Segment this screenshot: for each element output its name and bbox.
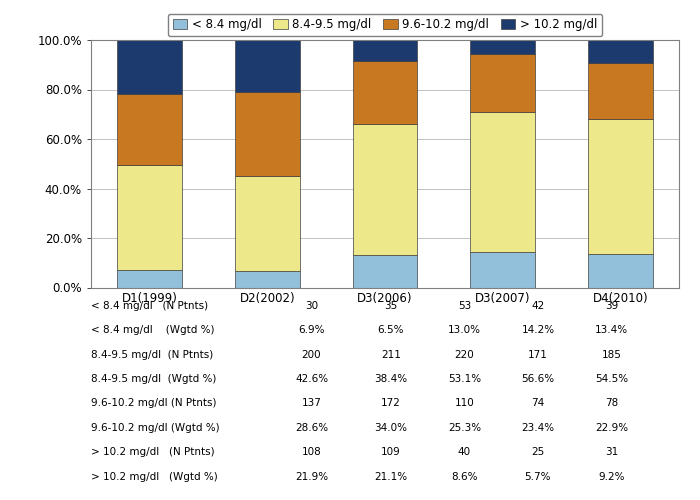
Text: 25: 25: [531, 447, 545, 457]
Text: 53: 53: [458, 301, 471, 311]
Bar: [235, 176, 300, 272]
Text: 21.9%: 21.9%: [295, 472, 328, 482]
Text: 38.4%: 38.4%: [374, 374, 407, 384]
Bar: [118, 94, 182, 165]
Legend: < 8.4 mg/dl, 8.4-9.5 mg/dl, 9.6-10.2 mg/dl, > 10.2 mg/dl: < 8.4 mg/dl, 8.4-9.5 mg/dl, 9.6-10.2 mg/…: [168, 14, 602, 36]
Bar: [588, 254, 652, 288]
Text: 39: 39: [605, 301, 618, 311]
Text: 30: 30: [305, 301, 318, 311]
Text: 21.1%: 21.1%: [374, 472, 407, 482]
Bar: [588, 120, 652, 254]
Text: 6.9%: 6.9%: [298, 325, 325, 335]
Text: 42: 42: [531, 301, 545, 311]
Text: 23.4%: 23.4%: [522, 423, 554, 433]
Text: 14.2%: 14.2%: [522, 325, 554, 335]
Text: 13.4%: 13.4%: [595, 325, 628, 335]
Bar: [235, 92, 300, 176]
Bar: [470, 112, 535, 252]
Bar: [470, 54, 535, 112]
Bar: [588, 63, 652, 120]
Text: 35: 35: [384, 301, 398, 311]
Text: < 8.4 mg/dl   (N Ptnts): < 8.4 mg/dl (N Ptnts): [91, 301, 208, 311]
Bar: [470, 40, 535, 54]
Text: 9.2%: 9.2%: [598, 472, 624, 482]
Text: 110: 110: [454, 398, 475, 408]
Text: 220: 220: [454, 350, 475, 360]
Bar: [118, 270, 182, 287]
Text: 200: 200: [302, 350, 321, 360]
Text: 42.6%: 42.6%: [295, 374, 328, 384]
Text: 54.5%: 54.5%: [595, 374, 628, 384]
Text: 9.6-10.2 mg/dl (Wgtd %): 9.6-10.2 mg/dl (Wgtd %): [91, 423, 220, 433]
Text: 172: 172: [381, 398, 401, 408]
Bar: [235, 40, 300, 92]
Text: 108: 108: [302, 447, 321, 457]
Text: 28.6%: 28.6%: [295, 423, 328, 433]
Bar: [353, 124, 417, 256]
Text: 25.3%: 25.3%: [448, 423, 481, 433]
Text: 74: 74: [531, 398, 545, 408]
Text: < 8.4 mg/dl    (Wgtd %): < 8.4 mg/dl (Wgtd %): [91, 325, 214, 335]
Text: 53.1%: 53.1%: [448, 374, 481, 384]
Text: 22.9%: 22.9%: [595, 423, 628, 433]
Text: 5.7%: 5.7%: [524, 472, 551, 482]
Text: 8.6%: 8.6%: [451, 472, 477, 482]
Text: > 10.2 mg/dl   (Wgtd %): > 10.2 mg/dl (Wgtd %): [91, 472, 218, 482]
Bar: [353, 62, 417, 124]
Text: 56.6%: 56.6%: [522, 374, 554, 384]
Bar: [235, 272, 300, 287]
Text: 9.6-10.2 mg/dl (N Ptnts): 9.6-10.2 mg/dl (N Ptnts): [91, 398, 216, 408]
Text: 185: 185: [601, 350, 622, 360]
Text: 34.0%: 34.0%: [374, 423, 407, 433]
Bar: [118, 165, 182, 270]
Text: 40: 40: [458, 447, 471, 457]
Bar: [353, 40, 417, 62]
Bar: [353, 256, 417, 288]
Bar: [470, 252, 535, 288]
Text: 6.5%: 6.5%: [377, 325, 404, 335]
Text: 13.0%: 13.0%: [448, 325, 481, 335]
Text: 8.4-9.5 mg/dl  (Wgtd %): 8.4-9.5 mg/dl (Wgtd %): [91, 374, 216, 384]
Bar: [588, 40, 652, 63]
Text: 31: 31: [605, 447, 618, 457]
Text: > 10.2 mg/dl   (N Ptnts): > 10.2 mg/dl (N Ptnts): [91, 447, 215, 457]
Bar: [118, 40, 182, 94]
Text: 137: 137: [302, 398, 321, 408]
Text: 171: 171: [528, 350, 548, 360]
Text: 211: 211: [381, 350, 401, 360]
Text: 109: 109: [381, 447, 401, 457]
Text: 8.4-9.5 mg/dl  (N Ptnts): 8.4-9.5 mg/dl (N Ptnts): [91, 350, 214, 360]
Text: 78: 78: [605, 398, 618, 408]
